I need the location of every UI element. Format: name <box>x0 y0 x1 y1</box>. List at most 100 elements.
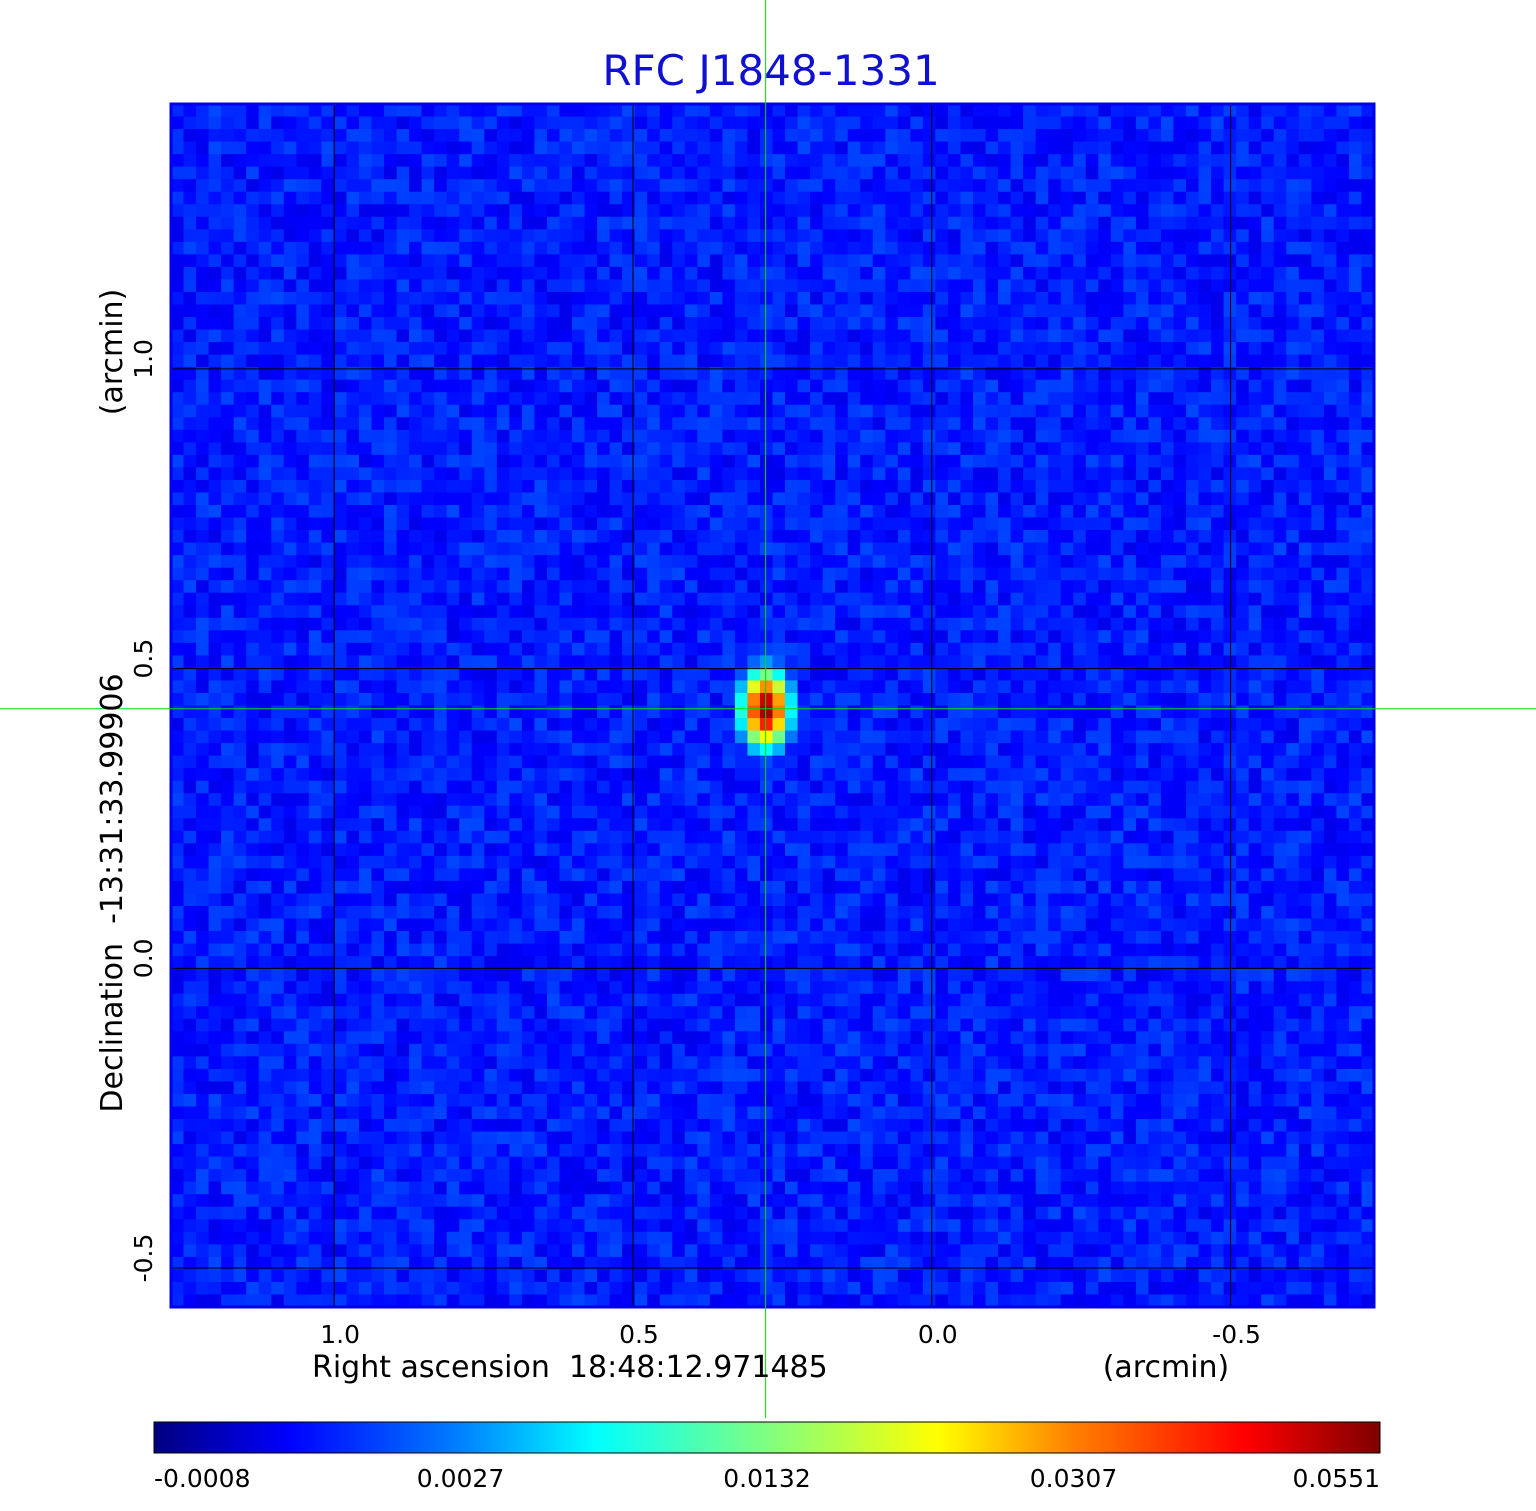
map-pixel <box>684 454 698 469</box>
map-pixel <box>183 592 197 606</box>
map-pixel <box>358 229 373 243</box>
map-pixel <box>484 530 498 544</box>
map-pixel <box>409 279 423 293</box>
map-pixel <box>734 367 749 381</box>
map-pixel <box>747 191 761 205</box>
map-pixel <box>534 605 548 619</box>
map-pixel <box>797 404 811 418</box>
map-pixel <box>785 342 799 356</box>
map-pixel <box>346 254 360 268</box>
map-pixel <box>1110 129 1124 143</box>
map-pixel <box>1323 655 1338 669</box>
map-pixel <box>396 417 410 431</box>
map-pixel <box>835 692 849 707</box>
map-pixel <box>1236 692 1250 707</box>
map-pixel <box>747 129 761 143</box>
map-pixel <box>421 642 435 656</box>
map-pixel <box>684 567 698 581</box>
map-pixel <box>196 605 210 619</box>
map-pixel <box>1236 505 1250 519</box>
map-pixel <box>171 317 185 331</box>
map-pixel <box>722 279 736 293</box>
map-pixel <box>196 479 210 494</box>
map-pixel <box>584 667 598 682</box>
map-pixel <box>998 567 1012 581</box>
map-pixel <box>609 104 623 118</box>
map-pixel <box>333 630 348 644</box>
map-pixel <box>998 116 1012 130</box>
map-pixel <box>258 605 272 619</box>
map-pixel <box>1135 429 1150 443</box>
map-pixel <box>835 592 849 606</box>
map-pixel <box>333 617 348 631</box>
map-pixel <box>1110 692 1124 707</box>
map-pixel <box>521 530 536 544</box>
map-pixel <box>922 718 937 732</box>
map-pixel <box>772 342 786 356</box>
map-pixel <box>446 392 460 406</box>
map-pixel <box>1261 442 1275 456</box>
map-pixel <box>446 417 460 431</box>
map-pixel <box>847 392 861 406</box>
map-pixel <box>559 505 573 519</box>
map-pixel <box>822 204 836 218</box>
map-pixel <box>759 154 774 168</box>
map-pixel <box>1135 680 1150 694</box>
map-pixel <box>722 241 736 255</box>
map-pixel <box>1123 191 1137 205</box>
map-pixel <box>634 329 648 343</box>
map-pixel <box>546 718 561 732</box>
map-pixel <box>860 630 874 644</box>
map-pixel <box>384 191 398 205</box>
map-pixel <box>1110 592 1124 606</box>
map-pixel <box>434 692 448 707</box>
map-pixel <box>822 304 836 318</box>
map-pixel <box>333 104 348 118</box>
map-pixel <box>584 291 598 306</box>
map-pixel <box>672 254 686 268</box>
map-pixel <box>371 116 385 130</box>
map-pixel <box>1298 530 1312 544</box>
map-pixel <box>897 166 911 180</box>
map-pixel <box>910 680 924 694</box>
map-pixel <box>1236 617 1250 631</box>
map-pixel <box>985 605 999 619</box>
map-pixel <box>897 680 911 694</box>
map-pixel <box>659 191 673 205</box>
map-pixel <box>672 718 686 732</box>
map-pixel <box>1348 542 1363 556</box>
map-pixel <box>1286 279 1300 293</box>
map-pixel <box>847 166 861 180</box>
map-pixel <box>384 304 398 318</box>
map-pixel <box>1236 705 1250 719</box>
map-pixel <box>509 392 523 406</box>
map-pixel <box>572 730 586 744</box>
map-pixel <box>985 204 999 218</box>
map-pixel <box>1098 342 1112 356</box>
map-pixel <box>609 692 623 707</box>
map-pixel <box>1286 667 1300 682</box>
map-pixel <box>1348 116 1363 130</box>
map-pixel <box>609 454 623 469</box>
map-pixel <box>471 505 485 519</box>
map-pixel <box>296 655 310 669</box>
map-pixel <box>1073 555 1087 569</box>
map-pixel <box>1311 454 1325 469</box>
map-pixel <box>1173 655 1187 669</box>
map-pixel <box>1348 191 1363 205</box>
map-pixel <box>459 667 473 682</box>
map-pixel <box>772 417 786 431</box>
map-pixel <box>1060 317 1074 331</box>
map-pixel <box>772 467 786 481</box>
map-pixel <box>947 304 962 318</box>
map-pixel <box>597 204 611 218</box>
map-pixel <box>810 743 824 757</box>
map-pixel <box>559 680 573 694</box>
map-pixel <box>822 129 836 143</box>
map-pixel <box>622 141 636 155</box>
map-pixel <box>985 191 999 205</box>
map-pixel <box>434 454 448 469</box>
map-pixel <box>947 617 962 631</box>
map-pixel <box>471 442 485 456</box>
map-pixel <box>897 179 911 193</box>
